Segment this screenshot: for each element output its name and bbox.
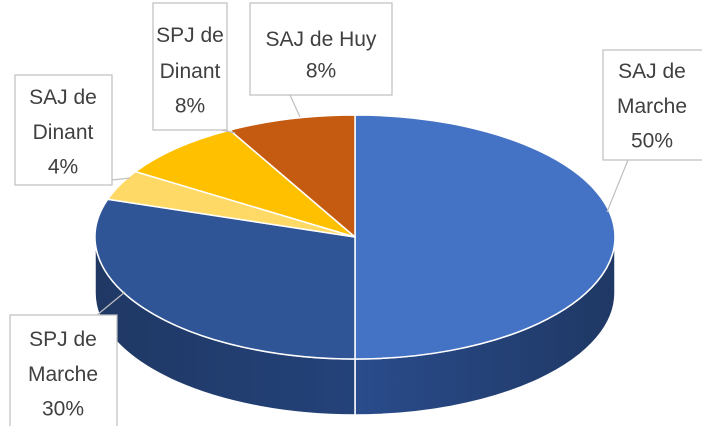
data-labels: SAJ de Marche 50% SPJ de Marche 30% SAJ de Dina… <box>9 2 702 426</box>
category-label: SAJ de Huy <box>266 28 377 51</box>
pie-tops <box>94 114 616 360</box>
leader-line <box>606 159 629 213</box>
value-label: 4% <box>48 156 78 179</box>
label-box <box>249 2 393 96</box>
label-box <box>602 49 702 161</box>
label-box <box>14 74 113 186</box>
label-box <box>9 314 118 426</box>
category-label: SPJ de Marche <box>28 328 98 386</box>
label-box <box>152 2 228 131</box>
value-label: 30% <box>42 398 84 421</box>
value-label: 8% <box>306 60 336 83</box>
category-label: SAJ de Dinant <box>29 86 97 144</box>
leader-line <box>289 94 301 118</box>
category-label: SAJ de Marche <box>617 60 687 118</box>
leader-line <box>96 291 126 316</box>
leader-line <box>111 177 131 181</box>
pie-slice <box>228 114 356 239</box>
pie-slice <box>354 114 616 360</box>
category-label: SPJ de Dinant <box>156 24 224 83</box>
value-label: 50% <box>631 130 673 153</box>
pie-slice <box>94 198 356 360</box>
value-label: 8% <box>175 95 205 118</box>
